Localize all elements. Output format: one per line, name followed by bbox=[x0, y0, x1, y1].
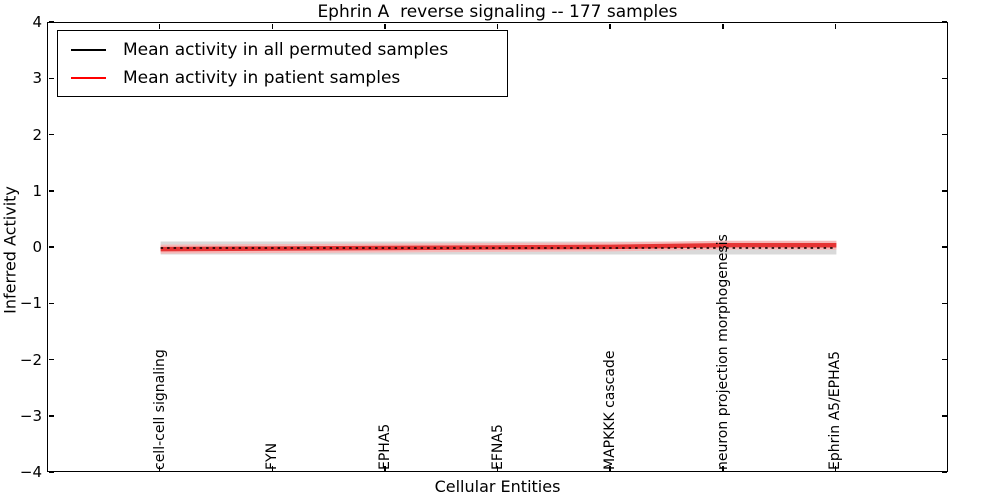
legend-label: Mean activity in all permuted samples bbox=[123, 39, 449, 60]
y-tick-label: 4 bbox=[32, 13, 42, 31]
x-tick-label: MAPKKK cascade bbox=[602, 350, 619, 470]
chart-lines bbox=[160, 240, 837, 255]
y-tick-label: −4 bbox=[19, 463, 42, 481]
y-tick-mark-left bbox=[48, 471, 54, 473]
x-tick-mark-bottom bbox=[158, 465, 161, 471]
x-tick-mark-bottom bbox=[834, 465, 837, 471]
y-tick-mark-left bbox=[48, 415, 54, 417]
x-tick-mark-top bbox=[722, 23, 724, 29]
y-tick-mark-left bbox=[48, 358, 54, 361]
y-tick-mark-right bbox=[941, 415, 947, 417]
x-tick-mark-bottom bbox=[271, 465, 273, 471]
y-tick-mark-right bbox=[941, 302, 947, 304]
x-tick-mark-bottom bbox=[609, 465, 611, 471]
y-tick-mark-right bbox=[941, 21, 947, 23]
y-tick-mark-right bbox=[941, 77, 947, 79]
x-tick-mark-top bbox=[384, 23, 386, 29]
y-tick-label: 3 bbox=[32, 69, 42, 88]
y-tick-mark-left bbox=[48, 190, 54, 192]
legend-item-patient: Mean activity in patient samples bbox=[58, 64, 507, 92]
chart-title: Ephrin A reverse signaling -- 177 sample… bbox=[317, 2, 678, 22]
y-tick-label: −2 bbox=[19, 350, 42, 369]
x-tick-label: neuron projection morphogenesis bbox=[714, 234, 731, 470]
y-tick-label: −3 bbox=[19, 406, 42, 425]
y-tick-mark-left bbox=[48, 246, 54, 248]
y-tick-mark-right bbox=[941, 471, 947, 473]
x-tick-mark-bottom bbox=[722, 465, 724, 471]
x-tick-mark-top bbox=[609, 23, 611, 29]
y-tick-mark-right bbox=[941, 133, 947, 136]
x-tick-label: cell-cell signaling bbox=[151, 349, 168, 470]
legend: Mean activity in all permuted samples Me… bbox=[57, 30, 508, 97]
x-tick-label: Ephrin A5/EPHA5 bbox=[827, 350, 844, 470]
x-tick-mark-top bbox=[834, 23, 837, 29]
y-axis-label: Inferred Activity bbox=[0, 186, 20, 314]
x-axis-label: Cellular Entities bbox=[434, 477, 561, 496]
y-tick-mark-left bbox=[48, 302, 54, 304]
y-tick-mark-right bbox=[941, 190, 947, 192]
y-tick-mark-left bbox=[48, 21, 54, 23]
y-tick-label: −1 bbox=[19, 294, 42, 313]
legend-item-permuted: Mean activity in all permuted samples bbox=[58, 36, 507, 64]
y-tick-mark-right bbox=[941, 246, 947, 248]
y-tick-mark-right bbox=[941, 358, 947, 361]
x-tick-mark-bottom bbox=[496, 465, 499, 471]
x-tick-label: EFNA5 bbox=[489, 424, 506, 470]
y-tick-mark-left bbox=[48, 77, 54, 79]
x-tick-label: FYN bbox=[264, 442, 281, 470]
x-tick-mark-bottom bbox=[384, 465, 386, 471]
plot-area bbox=[47, 22, 948, 472]
x-tick-label: EPHA5 bbox=[376, 423, 393, 470]
permuted-line-swatch bbox=[71, 48, 106, 51]
legend-label: Mean activity in patient samples bbox=[123, 67, 401, 88]
x-tick-mark-top bbox=[271, 23, 273, 29]
y-tick-label: 2 bbox=[32, 125, 42, 144]
x-tick-mark-top bbox=[496, 23, 499, 29]
y-tick-label: 1 bbox=[32, 181, 42, 200]
y-tick-mark-left bbox=[48, 133, 54, 136]
patient-line-swatch bbox=[71, 76, 106, 79]
x-tick-mark-top bbox=[158, 23, 161, 29]
y-tick-label: 0 bbox=[32, 238, 42, 256]
